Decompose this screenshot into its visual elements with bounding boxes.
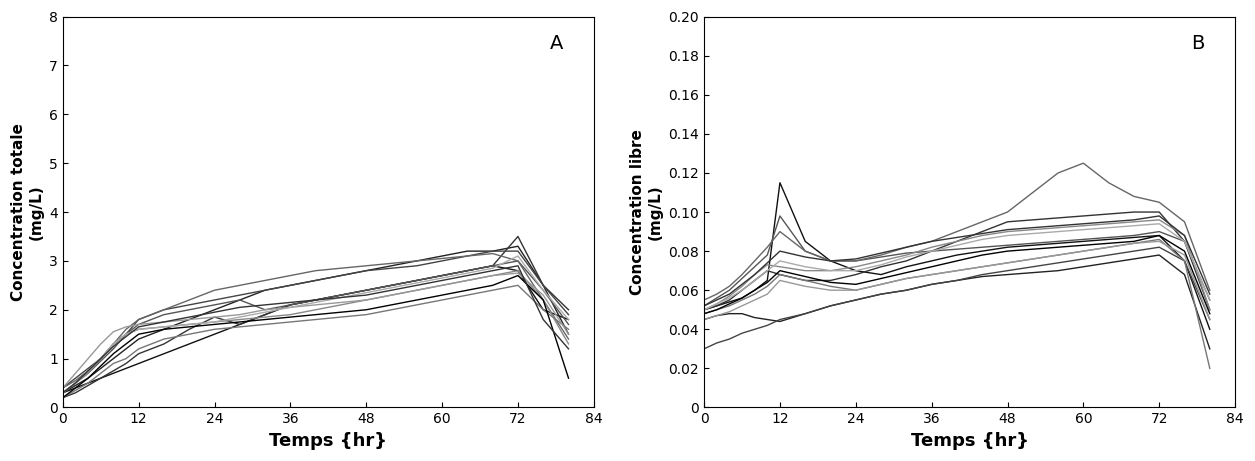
Y-axis label: Concentration libre
(mg/L): Concentration libre (mg/L) [630, 129, 663, 295]
Text: B: B [1191, 35, 1205, 53]
X-axis label: Temps {hr}: Temps {hr} [270, 432, 388, 450]
Y-axis label: Concentration totale
(mg/L): Concentration totale (mg/L) [11, 123, 44, 301]
X-axis label: Temps {hr}: Temps {hr} [911, 432, 1029, 450]
Text: A: A [550, 35, 563, 53]
